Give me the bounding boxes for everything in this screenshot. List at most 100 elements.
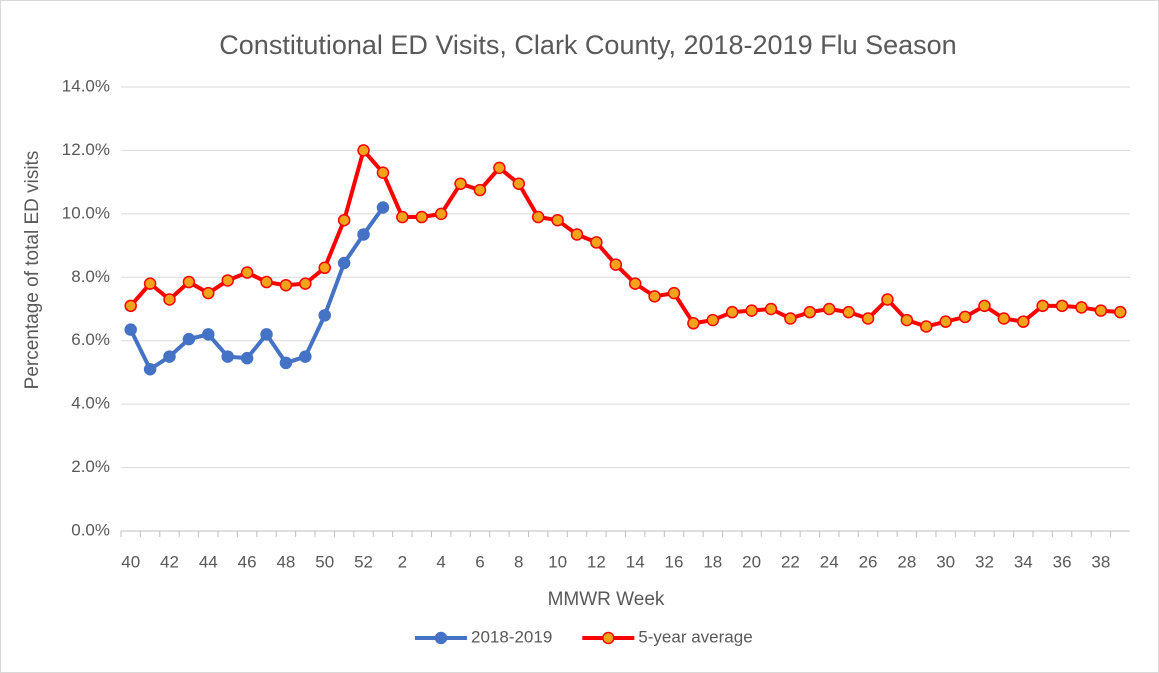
x-tick-label: 46 (238, 552, 257, 571)
series-marker (124, 323, 137, 336)
series-marker (648, 290, 661, 303)
y-tick-label: 6.0% (71, 330, 110, 349)
chart-title: Constitutional ED Visits, Clark County, … (219, 30, 956, 60)
series-marker (221, 274, 234, 287)
series-marker (357, 144, 370, 157)
series-marker (958, 310, 972, 324)
x-tick-label: 22 (781, 552, 800, 571)
legend-label: 5-year average (638, 627, 752, 646)
y-tick-label: 14.0% (62, 76, 110, 95)
y-tick-label: 4.0% (71, 394, 110, 413)
series-marker (667, 286, 681, 300)
x-tick-label: 44 (199, 552, 218, 571)
series-marker (473, 183, 487, 197)
series-marker (260, 275, 273, 289)
series-marker (978, 299, 991, 313)
series-marker (434, 207, 448, 221)
legend-marker (434, 631, 448, 645)
series-marker (221, 350, 234, 363)
series-marker (376, 166, 390, 179)
series-marker (822, 302, 836, 316)
series-marker (590, 236, 603, 249)
series-marker (764, 302, 778, 316)
y-tick-label: 12.0% (62, 140, 110, 159)
series-marker (706, 313, 720, 327)
x-tick-label: 26 (859, 552, 878, 571)
x-tick-label: 16 (665, 552, 684, 571)
series-marker (609, 258, 623, 271)
series-marker (551, 213, 564, 227)
series-marker (570, 228, 584, 241)
x-tick-label: 36 (1053, 552, 1072, 571)
x-tick-label: 2 (398, 552, 407, 571)
series-marker (299, 350, 312, 363)
series-marker (784, 312, 797, 325)
series-marker (939, 315, 952, 328)
x-tick-label: 14 (626, 552, 645, 571)
x-tick-label: 24 (820, 552, 839, 571)
x-tick-label: 28 (897, 552, 916, 571)
series-marker (1017, 315, 1030, 328)
series-marker (628, 277, 642, 290)
series-marker (1075, 301, 1088, 314)
series-marker (337, 213, 351, 227)
y-tick-label: 8.0% (71, 267, 110, 286)
series-marker (803, 305, 817, 319)
series-marker (512, 177, 526, 190)
series-marker (202, 286, 215, 300)
x-tick-label: 30 (936, 552, 955, 571)
series-marker (842, 305, 855, 319)
x-tick-label: 34 (1014, 552, 1033, 571)
x-tick-label: 6 (475, 552, 484, 571)
x-tick-label: 52 (354, 552, 373, 571)
x-tick-label: 48 (276, 552, 295, 571)
series-marker (861, 312, 875, 325)
series-marker (725, 305, 739, 319)
series-marker (279, 356, 293, 370)
series-marker (260, 328, 273, 341)
series-marker (182, 332, 196, 346)
series-marker (687, 317, 700, 330)
series-marker (396, 210, 409, 224)
series-marker (415, 210, 429, 224)
series-marker (279, 278, 293, 292)
x-axis-title: MMWR Week (548, 589, 665, 610)
series-marker (997, 312, 1011, 325)
series-marker (1094, 304, 1108, 317)
series-marker (163, 293, 176, 306)
y-axis-title: Percentage of total ED visits (22, 151, 43, 390)
y-tick-label: 0.0% (71, 520, 110, 539)
series-marker (454, 177, 467, 190)
legend-marker (602, 631, 615, 645)
x-tick-label: 18 (703, 552, 722, 571)
series-marker (745, 304, 758, 317)
series-marker (337, 256, 351, 270)
series-marker (881, 293, 894, 306)
x-tick-label: 50 (315, 552, 334, 571)
y-tick-label: 2.0% (71, 457, 110, 476)
series-marker (202, 328, 215, 341)
x-tick-label: 20 (742, 552, 761, 571)
series-marker (376, 201, 390, 214)
series-line (129, 148, 1121, 329)
x-tick-label: 4 (436, 552, 445, 571)
series-marker (920, 320, 933, 333)
x-tick-label: 40 (121, 552, 140, 571)
series-marker (182, 275, 196, 289)
series-marker (143, 277, 157, 290)
series-marker (357, 228, 370, 241)
series-marker (299, 277, 312, 290)
series-marker (143, 363, 157, 376)
series-marker (531, 210, 545, 224)
series-marker (240, 351, 254, 365)
series-marker (124, 299, 137, 313)
x-tick-label: 38 (1091, 552, 1110, 571)
x-tick-label: 32 (975, 552, 994, 571)
series-marker (493, 161, 506, 175)
series-marker (900, 313, 914, 327)
x-tick-label: 8 (514, 552, 523, 571)
legend-label: 2018-2019 (471, 627, 552, 646)
x-tick-label: 42 (160, 552, 179, 571)
